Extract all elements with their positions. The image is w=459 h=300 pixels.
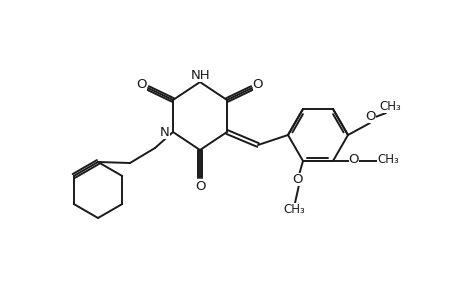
Text: O: O [365, 110, 375, 122]
Text: O: O [136, 77, 147, 91]
Text: NH: NH [191, 68, 210, 82]
Text: O: O [196, 179, 206, 193]
Text: CH₃: CH₃ [376, 154, 398, 166]
Text: O: O [348, 154, 358, 166]
Text: O: O [252, 77, 263, 91]
Text: O: O [292, 173, 302, 187]
Text: N: N [160, 125, 169, 139]
Text: CH₃: CH₃ [282, 203, 304, 217]
Text: CH₃: CH₃ [378, 100, 400, 112]
